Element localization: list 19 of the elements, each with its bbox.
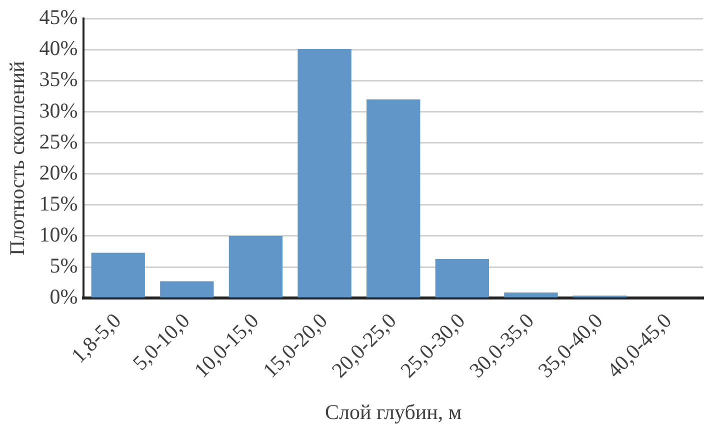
- bar: [160, 281, 214, 298]
- y-tick-label: 40%: [39, 36, 78, 60]
- y-tick-label: 20%: [39, 160, 78, 184]
- bar: [298, 49, 352, 298]
- y-tick-label: 0%: [50, 284, 78, 309]
- y-tick-label: 5%: [50, 254, 78, 278]
- y-tick-label: 30%: [39, 98, 78, 122]
- x-axis-title: Слой глубин, м: [325, 400, 462, 424]
- y-tick-label: 10%: [39, 222, 78, 246]
- bar: [228, 236, 283, 298]
- y-axis-title: Плотность скоплений: [5, 61, 30, 256]
- bar: [504, 292, 558, 298]
- y-tick-label: 35%: [39, 67, 78, 92]
- y-tick-label: 45%: [39, 5, 78, 30]
- y-tick-label: 15%: [39, 191, 78, 216]
- bar: [91, 252, 145, 298]
- bar: [366, 99, 420, 298]
- bar: [435, 258, 489, 298]
- y-tick-label: 25%: [39, 129, 78, 154]
